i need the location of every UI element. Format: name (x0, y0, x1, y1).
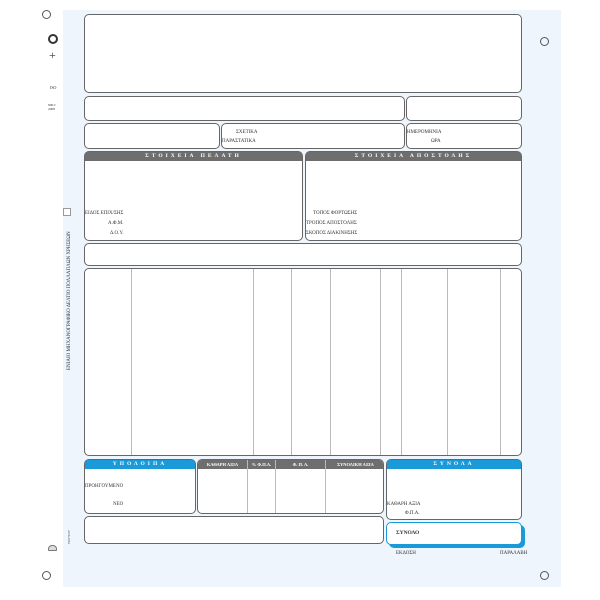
totals-net-label: ΚΑΘΑΡΗ ΑΞΙΑ (387, 502, 421, 507)
date-field: ΗΜΕΡΟΜΗΝΙΑ ΩΡΑ (406, 123, 522, 149)
punch-hole (540, 37, 549, 46)
title-field (84, 96, 405, 121)
shipping-header: ΣΤΟΙΧΕΙΑ ΑΠΟΣΤΟΛΗΣ (306, 152, 521, 161)
punch-hole (42, 10, 51, 19)
grand-total-label: ΣΥΝΟΛΟ (396, 530, 420, 536)
grand-total-box: ΣΥΝΟΛΟ (386, 522, 522, 545)
docs-label: ΠΑΡΑΣΤΑΤΙΚΑ (222, 139, 256, 144)
date-label: ΗΜΕΡΟΜΗΝΙΑ (407, 130, 442, 135)
balance-header: ΥΠΟΛΟΙΠΑ (85, 460, 195, 469)
loading-place-label: ΤΟΠΟΣ ΦΟΡΤΩΣΗΣ (313, 211, 358, 216)
totals-box: ΣΥΝΟΛΑ ΚΑΘΑΡΗ ΑΞΙΑ Φ.Π.Α. (386, 459, 522, 520)
punch-hole (42, 571, 51, 580)
total-value-column: ΣΥΝΟΛΙΚΗ ΑΞΙΑ (326, 460, 383, 469)
punch-hole (540, 571, 549, 580)
business-type-label: ΕΙΔΟΣ ΕΠΙΧ/ΣΗΣ (85, 211, 124, 216)
totals-vat-label: Φ.Π.Α. (405, 511, 420, 516)
issue-label: ΕΚΔΟΣΗ (396, 551, 416, 556)
shipping-box: ΣΤΟΙΧΕΙΑ ΑΠΟΣΤΟΛΗΣ ΤΟΠΟΣ ΦΟΡΤΩΣΗΣ ΤΡΟΠΟΣ… (305, 151, 522, 241)
vat-column: Φ. Π. Α. (276, 460, 325, 469)
tax-office-label: Δ.Ο.Υ. (110, 231, 124, 236)
side-title: ΕΝΙΑΙΟ ΜΗΧΑΝΟΓΡΑΦΙΚΟ ΔΕΛΤΙΟ ΠΟΛΛΑΠΛΩΝ ΧΡ… (67, 231, 72, 370)
new-balance-label: ΝΕΟ (113, 502, 124, 507)
brand-text: ΑΓΚΑΘΑ (67, 530, 71, 545)
customer-header: ΣΤΟΙΧΕΙΑ ΠΕΛΑΤΗ (85, 152, 302, 161)
vat-number-label: Α.Φ.Μ. (108, 221, 124, 226)
net-value-column: ΚΑΘΑΡΗ ΑΞΙΑ (198, 460, 247, 469)
registration-mark-icon (48, 34, 58, 44)
series-field (84, 123, 220, 149)
items-table (84, 268, 522, 456)
vat-percent-column: % Φ.Π.Α. (248, 460, 275, 469)
customer-box: ΣΤΟΙΧΕΙΑ ΠΕΛΑΤΗ ΕΙΔΟΣ ΕΠΙΧ/ΣΗΣ Α.Φ.Μ. Δ.… (84, 151, 303, 241)
tax-table: ΚΑΘΑΡΗ ΑΞΙΑ % Φ.Π.Α. Φ. Π. Α. ΣΥΝΟΛΙΚΗ Α… (197, 459, 384, 514)
plus-mark-icon: + (49, 48, 56, 62)
iso-number: 9001: 2008 (48, 103, 56, 111)
column-header-row (84, 243, 522, 266)
number-field (406, 96, 522, 121)
notes-box (84, 516, 384, 544)
brand-logo-icon (48, 545, 57, 551)
time-label: ΩΡΑ (431, 139, 441, 144)
related-docs-field: ΣΧΕΤΙΚΑ ΠΑΡΑΣΤΑΤΙΚΑ (221, 123, 405, 149)
ref-label: ΣΧΕΤΙΚΑ (236, 130, 258, 135)
purpose-label: ΣΚΟΠΟΣ ΔΙΑΚΙΝΗΣΗΣ (306, 231, 358, 236)
receipt-label: ΠΑΡΑΛΑΒΗ (500, 551, 528, 556)
balance-box: ΥΠΟΛΟΙΠΑ ΠΡΟΗΓΟΥΜΕΝΟ ΝΕΟ (84, 459, 196, 514)
checkbox[interactable] (63, 208, 71, 216)
totals-header: ΣΥΝΟΛΑ (387, 460, 521, 469)
previous-balance-label: ΠΡΟΗΓΟΥΜΕΝΟ (85, 484, 124, 489)
header-box (84, 14, 522, 93)
shipping-method-label: ΤΡΟΠΟΣ ΑΠΟΣΤΟΛΗΣ (306, 221, 357, 226)
iso-label: ISO (50, 85, 57, 90)
